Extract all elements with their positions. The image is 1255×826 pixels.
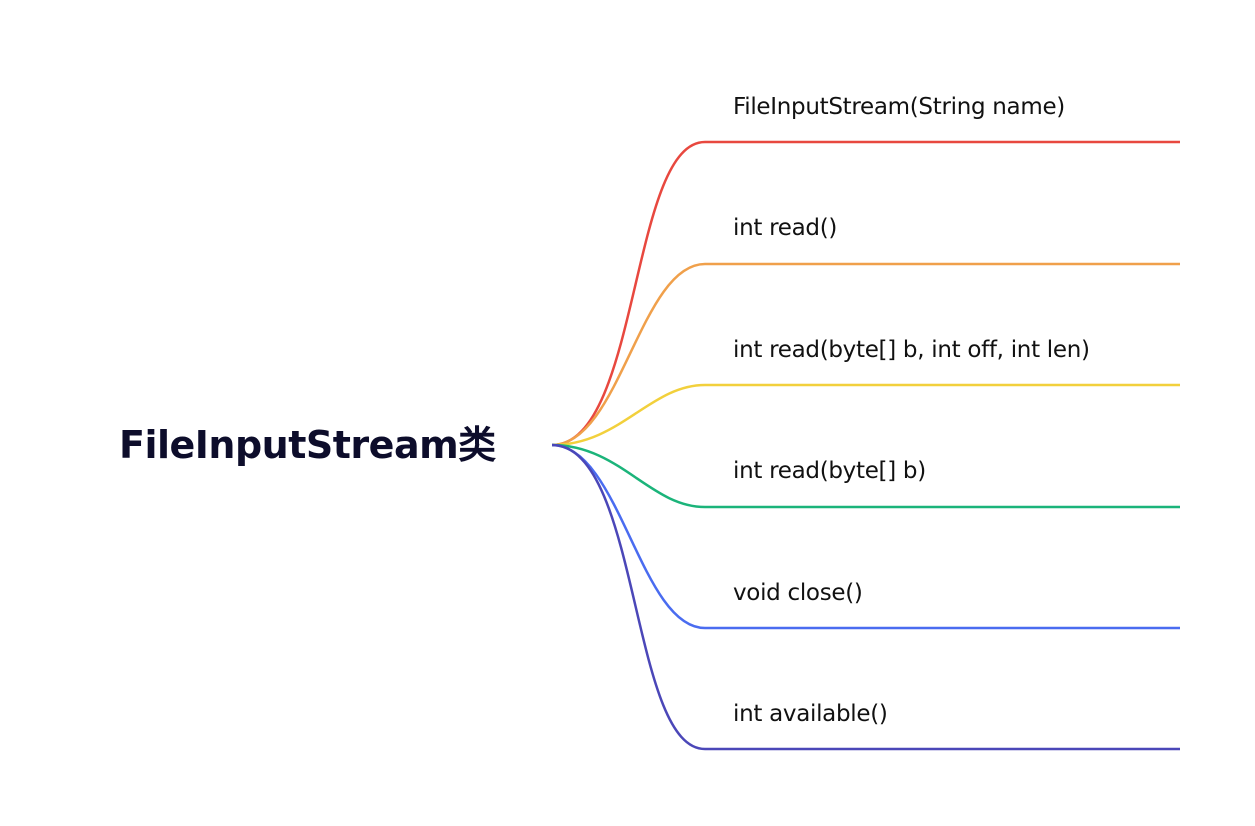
branch-connector-3 xyxy=(551,383,1180,447)
branch-connector-4 xyxy=(551,443,1180,509)
branch-connector-2 xyxy=(551,262,1180,447)
branch-label-1[interactable]: FileInputStream(String name) xyxy=(733,94,1065,120)
branch-label-3[interactable]: int read(byte[] b, int off, int len) xyxy=(733,337,1090,363)
branch-connector-1 xyxy=(551,140,1180,447)
branch-label-2[interactable]: int read() xyxy=(733,215,838,241)
branch-label-4[interactable]: int read(byte[] b) xyxy=(733,458,926,484)
root-node-title[interactable]: FileInputStream类 xyxy=(119,423,496,467)
branch-label-5[interactable]: void close() xyxy=(733,580,863,606)
branch-connector-6 xyxy=(551,443,1180,751)
branch-label-6[interactable]: int available() xyxy=(733,701,888,727)
